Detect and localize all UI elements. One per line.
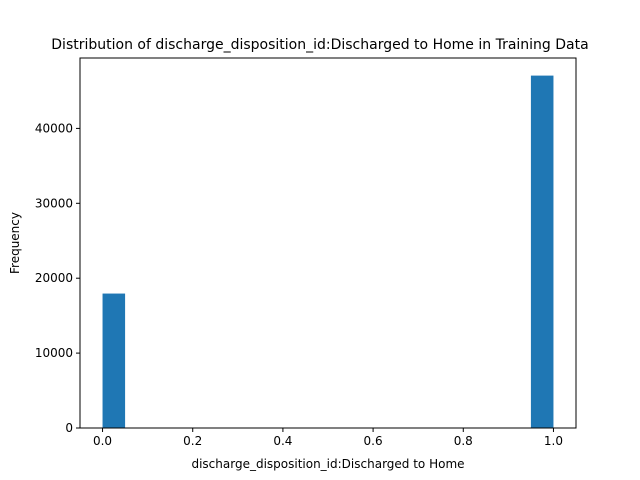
x-tick-label: 0.6 [364,434,383,448]
x-tick-label: 0.0 [93,434,112,448]
y-tick-label: 40000 [35,121,73,135]
x-axis-ticks: 0.0 0.2 0.4 0.6 0.8 1.0 [93,428,563,448]
y-axis-label: Frequency [8,212,22,274]
x-tick-label: 0.4 [273,434,292,448]
y-tick-label: 10000 [35,346,73,360]
x-tick-label: 0.2 [183,434,202,448]
histogram-bar-0 [102,293,126,428]
chart-title: Distribution of discharge_disposition_id… [51,37,588,53]
y-tick-label: 20000 [35,271,73,285]
y-axis-ticks: 0 10000 20000 30000 40000 [35,121,80,435]
y-tick-label: 0 [65,421,73,435]
y-tick-label: 30000 [35,196,73,210]
histogram-bar-1 [530,75,554,429]
bars-group [102,75,554,429]
x-tick-label: 0.8 [454,434,473,448]
plot-frame [79,57,577,429]
x-axis-label: discharge_disposition_id:Discharged to H… [191,457,464,471]
x-tick-label: 1.0 [544,434,563,448]
